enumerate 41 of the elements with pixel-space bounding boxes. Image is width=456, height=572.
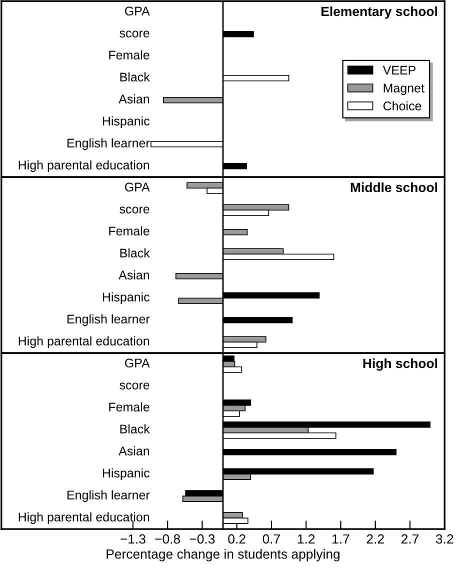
y-tick-label: Black	[120, 72, 150, 82]
y-tick-label: Female	[109, 402, 150, 412]
y-tick-label: score	[120, 206, 150, 214]
y-tick-label: GPA	[125, 182, 150, 192]
y-tick-label: Hispanic	[102, 116, 150, 128]
y-tick-label: GPA	[125, 6, 150, 16]
y-tick-label: score	[120, 382, 150, 390]
legend-label: Magnet	[384, 84, 424, 95]
y-tick-label: English learner	[68, 138, 150, 150]
y-tick-label: English learner	[68, 314, 150, 326]
legend-label: Choice	[383, 101, 422, 110]
x-tick-label: 0.7	[262, 534, 280, 544]
x-tick-label: 3.2	[436, 534, 454, 544]
y-tick-label: Hispanic	[102, 292, 150, 304]
y-tick-label: High parental education	[18, 160, 150, 172]
x-tick-label: 2.2	[366, 534, 384, 544]
chart-title: Elementary school	[322, 6, 438, 19]
y-tick-label: Hispanic	[102, 468, 150, 480]
y-tick-label: Asian	[118, 270, 150, 280]
legend-label: VEEP	[382, 66, 416, 74]
y-tick-label: Asian	[118, 446, 150, 456]
x-axis-title: Percentage change in students applying	[106, 549, 340, 562]
chart-title: High school	[363, 358, 438, 371]
y-tick-label: Female	[109, 50, 150, 60]
y-tick-label: Black	[120, 248, 150, 258]
chart-title: Middle school	[350, 182, 438, 192]
y-tick-label: High parental education	[18, 512, 150, 524]
y-tick-label: Female	[109, 226, 150, 236]
x-tick-label: −0.3	[190, 534, 215, 544]
y-tick-label: Asian	[118, 94, 150, 104]
x-tick-label: 1.7	[332, 534, 350, 544]
x-tick-label: −1.3	[120, 534, 146, 544]
y-tick-label: score	[120, 30, 150, 38]
x-tick-label: 1.2	[298, 534, 315, 544]
y-tick-label: Black	[120, 424, 150, 434]
y-tick-label: English learner	[68, 490, 150, 502]
x-tick-label: −0.8	[155, 534, 180, 544]
x-tick-label: 0.2	[228, 534, 246, 544]
y-tick-label: High parental education	[18, 336, 150, 348]
x-tick-label: 2.7	[401, 534, 418, 544]
y-tick-label: GPA	[125, 358, 150, 368]
